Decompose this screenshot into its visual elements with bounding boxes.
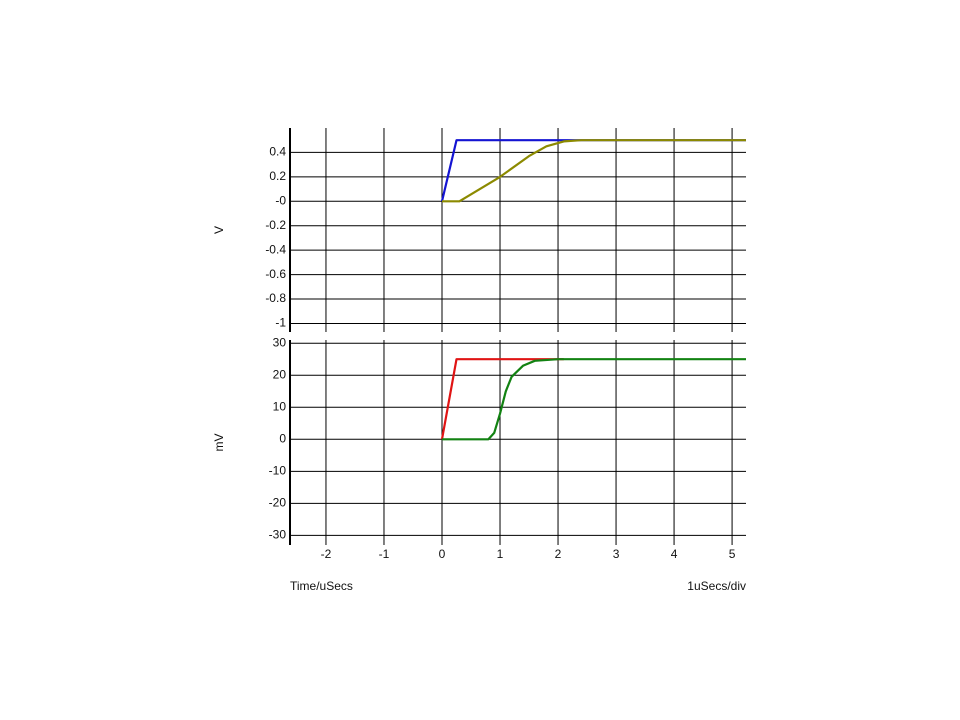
x-tick-label: 0 (439, 547, 446, 561)
x-tick-label: -2 (321, 547, 332, 561)
series-line (442, 358, 746, 441)
y-tick-label: 20 (273, 367, 287, 381)
y-tick-label: 0 (279, 431, 286, 445)
y-tick-label: 0.2 (269, 169, 286, 183)
y-tick-label: 30 (273, 335, 287, 349)
y-tick-label: -0.4 (265, 242, 286, 256)
x-tick-label: -1 (379, 547, 390, 561)
x-tick-label: 1 (497, 547, 504, 561)
x-tick-label: 5 (729, 547, 736, 561)
y-tick-label: -20 (269, 496, 287, 510)
y-tick-label: -0.6 (265, 267, 286, 281)
y-tick-label: 0.4 (269, 145, 286, 159)
series-line (440, 358, 564, 440)
y-tick-label: 10 (273, 399, 287, 413)
y-tick-label: -30 (269, 528, 287, 542)
series-line (440, 139, 746, 202)
y-tick-label: -1 (275, 316, 286, 330)
x-tick-label: 4 (671, 547, 678, 561)
series-line (442, 139, 746, 203)
y-axis-label: V (212, 226, 226, 234)
y-tick-label: -10 (269, 464, 287, 478)
x-axis-label: Time/uSecs (290, 579, 353, 593)
y-tick-label: -0.2 (265, 218, 286, 232)
y-tick-label: -0 (275, 193, 286, 207)
x-tick-label: 3 (613, 547, 620, 561)
y-tick-label: -0.8 (265, 291, 286, 305)
y-axis-label: mV (212, 434, 226, 452)
x-tick-label: 2 (555, 547, 562, 561)
scale-label: 1uSecs/div (687, 579, 746, 593)
